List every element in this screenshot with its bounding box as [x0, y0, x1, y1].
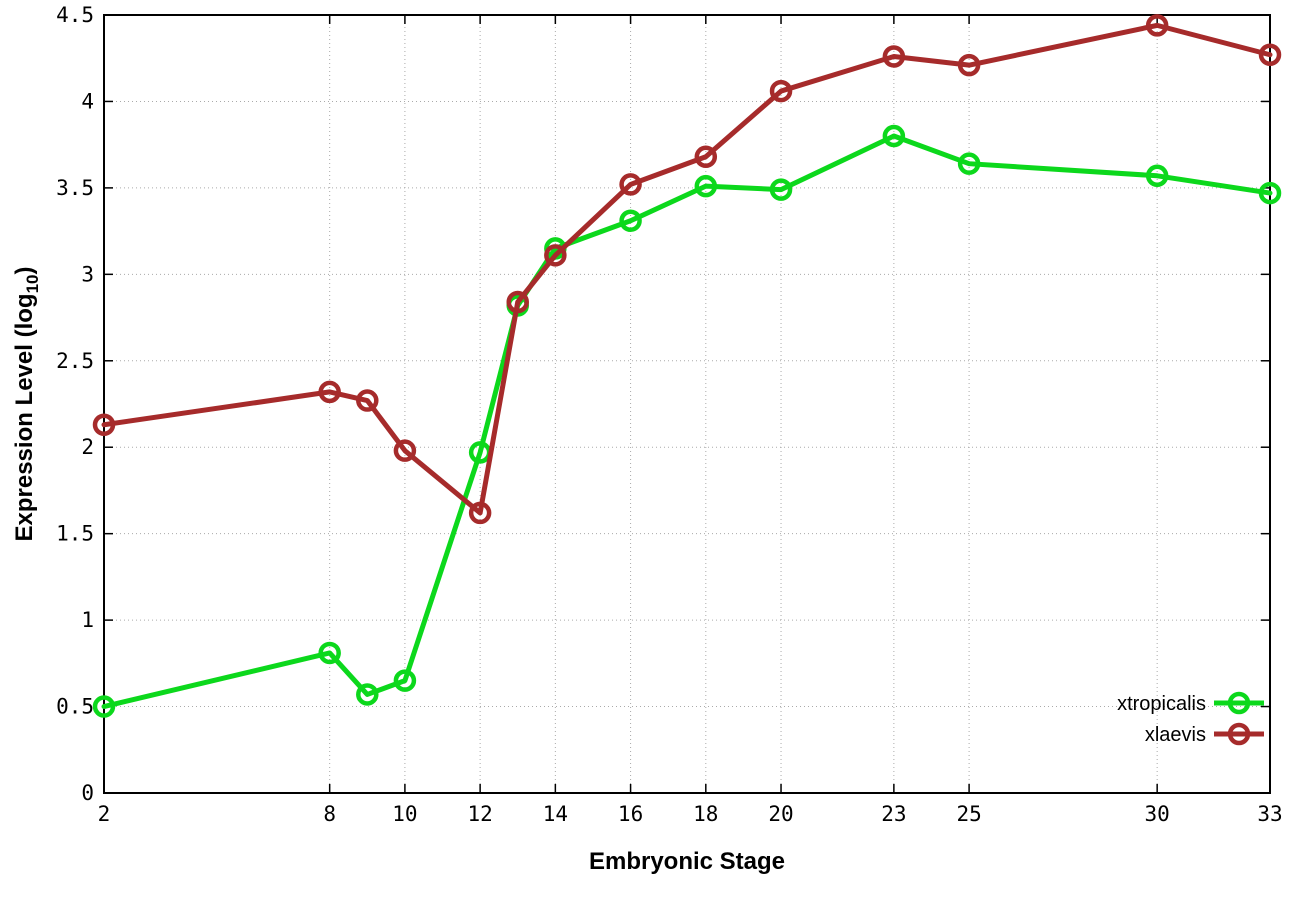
- data-point-xlaevis: [356, 389, 379, 412]
- y-tick-label: 4: [81, 89, 94, 113]
- data-point-xlaevis: [694, 145, 718, 169]
- y-tick-label: 2.5: [56, 349, 94, 373]
- x-tick-label: 20: [768, 802, 793, 826]
- data-point-xlaevis: [619, 173, 642, 196]
- data-point-xtropicalis: [1145, 164, 1169, 188]
- grid: [104, 15, 1270, 793]
- legend-label-xtropicalis: xtropicalis: [1117, 693, 1206, 715]
- y-tick-label: 4.5: [56, 3, 94, 27]
- x-axis-title: Embryonic Stage: [589, 848, 785, 875]
- x-tick-label: 12: [467, 802, 492, 826]
- y-axis-title: Expression Level (log10): [11, 267, 42, 542]
- data-point-xlaevis: [1258, 43, 1282, 67]
- x-tick-label: 10: [392, 802, 417, 826]
- data-point-xlaevis: [957, 53, 981, 77]
- legend-marker-xlaevis: [1227, 722, 1251, 746]
- x-tick-label: 14: [543, 802, 568, 826]
- data-point-xtropicalis: [92, 695, 116, 718]
- data-point-xlaevis: [506, 290, 529, 314]
- x-tick-label: 18: [693, 802, 718, 826]
- series-line-xlaevis: [101, 22, 1273, 516]
- x-tick-label: 16: [618, 802, 643, 826]
- y-tick-label: 0.5: [56, 695, 94, 719]
- x-tick-label: 8: [323, 802, 336, 826]
- x-tick-label: 23: [881, 802, 906, 826]
- data-point-xlaevis: [92, 413, 116, 436]
- data-point-xtropicalis: [694, 174, 718, 198]
- data-point-xlaevis: [393, 439, 417, 462]
- series-line-xtropicalis: [101, 133, 1273, 710]
- axis-ticks: 2 8 10 12 14 16 18 20 23 25 30 33 0 0.5 1 1.5 2 2.5 3 3.5 4 4…: [56, 3, 1283, 826]
- y-tick-label: 2: [81, 435, 94, 459]
- data-point-xlaevis: [544, 244, 567, 267]
- x-tick-label: 25: [956, 802, 981, 826]
- data-point-xtropicalis: [356, 683, 379, 706]
- data-point-xtropicalis: [619, 209, 642, 232]
- y-tick-label: 1: [81, 608, 94, 632]
- data-point-xtropicalis: [393, 669, 417, 692]
- legend: xtropicalis xlaevis: [1117, 691, 1264, 746]
- x-tick-label: 2: [98, 802, 111, 826]
- legend-label-xlaevis: xlaevis: [1145, 724, 1206, 746]
- y-axis-title-main: Expression Level (log: [11, 293, 38, 541]
- y-tick-label: 3: [81, 262, 94, 286]
- plot-border: [103, 14, 1271, 794]
- series-xlaevis: [92, 14, 1282, 525]
- data-point-xlaevis: [1145, 14, 1169, 37]
- y-tick-label: 3.5: [56, 176, 94, 200]
- y-tick-label: 1.5: [56, 522, 94, 546]
- data-point-xlaevis: [318, 380, 341, 404]
- series-xtropicalis: [92, 124, 1282, 718]
- data-point-xtropicalis: [882, 124, 906, 148]
- data-point-xtropicalis: [957, 152, 981, 175]
- data-point-xtropicalis: [769, 178, 793, 201]
- x-tick-label: 30: [1145, 802, 1170, 826]
- data-point-xtropicalis: [318, 641, 341, 665]
- data-point-xlaevis: [882, 45, 906, 68]
- legend-marker-xtropicalis: [1227, 691, 1251, 715]
- data-point-xlaevis: [468, 501, 492, 525]
- data-point-xtropicalis: [1258, 181, 1282, 205]
- y-axis-title-sub: 10: [23, 275, 42, 294]
- data-point-xlaevis: [769, 79, 793, 103]
- y-tick-label: 0: [81, 781, 94, 805]
- y-axis-title-end: ): [11, 267, 38, 275]
- x-tick-label: 33: [1257, 802, 1282, 826]
